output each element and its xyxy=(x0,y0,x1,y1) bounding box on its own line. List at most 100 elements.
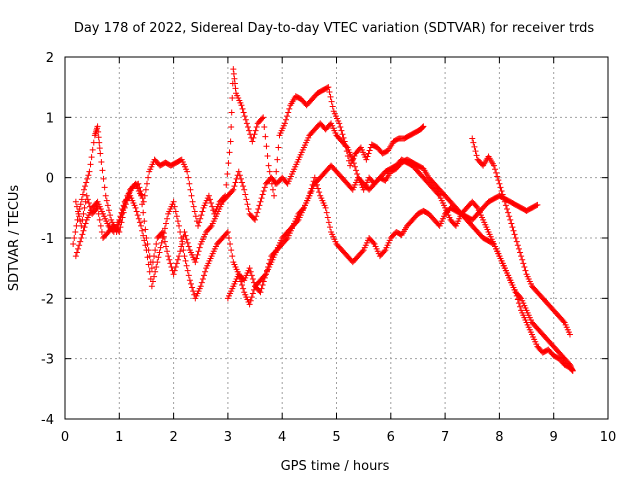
data-point xyxy=(232,85,239,92)
data-point xyxy=(249,290,256,297)
data-point xyxy=(75,208,82,215)
data-point xyxy=(96,145,103,152)
data-point xyxy=(224,228,231,235)
data-point xyxy=(86,168,93,175)
data-point xyxy=(241,186,248,193)
data-point xyxy=(142,226,149,233)
data-point xyxy=(252,127,259,134)
data-point xyxy=(494,173,501,180)
data-point xyxy=(263,267,270,274)
data-point xyxy=(97,222,104,229)
data-point xyxy=(261,274,268,281)
series-track-c xyxy=(72,174,576,374)
data-point xyxy=(161,238,168,245)
data-point xyxy=(235,168,242,175)
data-point xyxy=(229,187,236,194)
data-point xyxy=(98,228,105,235)
x-tick-label: 5 xyxy=(332,430,340,445)
data-point xyxy=(105,207,112,214)
data-point xyxy=(207,224,214,231)
data-point xyxy=(139,201,146,208)
data-point xyxy=(96,139,103,146)
data-point xyxy=(499,191,506,198)
data-point xyxy=(249,276,256,283)
data-point xyxy=(81,204,88,211)
data-point xyxy=(522,267,529,274)
data-point xyxy=(240,183,247,190)
data-point xyxy=(364,153,371,160)
data-point xyxy=(229,95,236,102)
data-point xyxy=(73,203,80,210)
data-point xyxy=(160,230,167,237)
data-point xyxy=(250,134,257,141)
data-point xyxy=(492,166,499,173)
data-point xyxy=(199,276,206,283)
data-point xyxy=(284,113,291,120)
data-point xyxy=(261,123,268,130)
data-point xyxy=(470,139,477,146)
data-point xyxy=(506,213,513,220)
data-point xyxy=(83,179,90,186)
data-point xyxy=(419,124,426,131)
data-point xyxy=(240,285,247,292)
data-point xyxy=(83,192,90,199)
data-point xyxy=(514,296,521,303)
data-point xyxy=(79,191,86,198)
data-point xyxy=(521,263,528,270)
data-point xyxy=(354,171,361,178)
x-tick-label: 8 xyxy=(495,430,503,445)
data-point xyxy=(239,282,246,289)
data-point xyxy=(260,278,267,285)
data-point xyxy=(560,318,567,325)
x-tick-label: 9 xyxy=(550,430,558,445)
data-point xyxy=(359,248,366,255)
data-point xyxy=(187,280,194,287)
data-point xyxy=(230,186,237,193)
data-point xyxy=(195,248,202,255)
data-point xyxy=(497,184,504,191)
data-point xyxy=(469,135,476,142)
data-point xyxy=(495,177,502,184)
x-tick-label: 0 xyxy=(61,430,69,445)
data-point xyxy=(158,239,165,246)
x-tick-label: 4 xyxy=(278,430,286,445)
data-point xyxy=(78,196,85,203)
data-point xyxy=(198,279,205,286)
data-point xyxy=(120,202,127,209)
data-point xyxy=(164,215,171,222)
data-point xyxy=(227,241,234,248)
data-point xyxy=(205,192,212,199)
data-point xyxy=(255,206,262,213)
data-point xyxy=(242,191,249,198)
data-point xyxy=(143,180,150,187)
data-point xyxy=(133,208,140,215)
data-point xyxy=(177,248,184,255)
data-point xyxy=(107,212,114,219)
data-point xyxy=(162,243,169,250)
data-point xyxy=(239,179,246,186)
data-point xyxy=(285,109,292,116)
data-point xyxy=(151,273,158,280)
data-point xyxy=(153,263,160,270)
data-point xyxy=(153,241,160,248)
data-point xyxy=(145,261,152,268)
data-point xyxy=(262,133,269,140)
data-point xyxy=(231,75,238,82)
data-point xyxy=(237,175,244,182)
data-point xyxy=(232,179,239,186)
data-point xyxy=(259,282,266,289)
data-point xyxy=(154,259,161,266)
data-point xyxy=(197,215,204,222)
data-point xyxy=(518,253,525,260)
data-point xyxy=(350,160,357,167)
data-point xyxy=(78,222,85,229)
data-point xyxy=(194,251,201,258)
data-point xyxy=(473,203,480,210)
data-point xyxy=(299,206,306,213)
data-point xyxy=(118,209,125,216)
data-point xyxy=(281,120,288,127)
data-point xyxy=(193,255,200,262)
data-point xyxy=(196,244,203,251)
data-point xyxy=(283,116,290,123)
data-point xyxy=(156,249,163,256)
